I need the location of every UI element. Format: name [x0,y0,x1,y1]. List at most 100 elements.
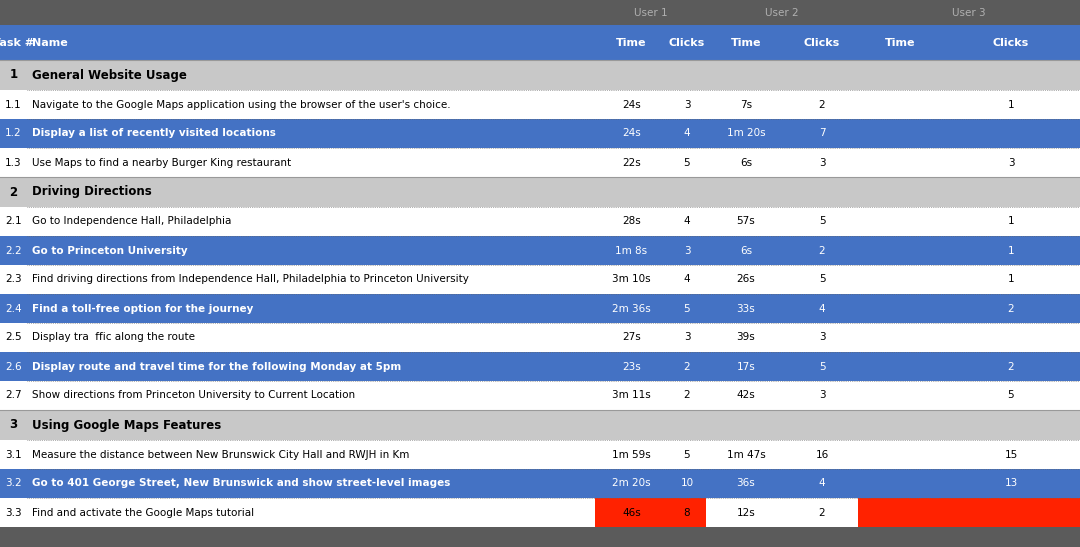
Text: Go to 401 George Street, New Brunswick and show street-level images: Go to 401 George Street, New Brunswick a… [32,479,450,488]
Text: 12s: 12s [737,508,755,517]
Text: 2m 20s: 2m 20s [612,479,651,488]
Text: 17s: 17s [737,362,755,371]
Bar [595,498,669,527]
Text: 3m 11s: 3m 11s [612,391,651,400]
Text: Task #: Task # [0,38,35,48]
Bar [0,25,1080,60]
Text: 2: 2 [10,185,17,199]
Text: 13: 13 [1004,479,1017,488]
Text: 23s: 23s [622,362,640,371]
Text: Go to Princeton University: Go to Princeton University [32,246,188,255]
Text: Show directions from Princeton University to Current Location: Show directions from Princeton Universit… [32,391,355,400]
Bar [0,0,1080,25]
Text: Name: Name [32,38,68,48]
Bar [858,498,942,527]
Bar [669,498,706,527]
Text: 3.3: 3.3 [5,508,22,517]
Text: Time: Time [885,38,915,48]
Text: Time: Time [617,38,647,48]
Bar [0,119,1080,148]
Text: 33s: 33s [737,304,755,313]
Text: 5: 5 [684,304,690,313]
Text: 3: 3 [684,100,690,109]
Text: 1: 1 [1008,100,1014,109]
Text: User 1: User 1 [634,8,667,18]
Text: 4: 4 [684,275,690,284]
Text: 3: 3 [819,391,825,400]
Bar [0,410,1080,440]
Text: 2.6: 2.6 [5,362,22,371]
Text: 2.5: 2.5 [5,333,22,342]
Text: 28s: 28s [622,217,640,226]
Bar [0,90,1080,119]
Text: 1.1: 1.1 [5,100,22,109]
Bar [0,236,1080,265]
Text: 7s: 7s [740,100,752,109]
Text: User 3: User 3 [953,8,986,18]
Text: 2: 2 [684,391,690,400]
Text: 24s: 24s [622,129,640,138]
Text: 4: 4 [684,217,690,226]
Text: Display tra  ffic along the route: Display tra ffic along the route [32,333,195,342]
Bar [0,323,1080,352]
Text: 26s: 26s [737,275,755,284]
Text: 3: 3 [10,418,17,432]
Text: Using Google Maps Features: Using Google Maps Features [32,418,221,432]
Text: 1: 1 [1008,217,1014,226]
Text: 2: 2 [1008,362,1014,371]
Text: 16: 16 [815,450,828,459]
Bar [0,352,1080,381]
Text: 24s: 24s [622,100,640,109]
Text: 3: 3 [684,246,690,255]
Text: Clicks: Clicks [993,38,1029,48]
Bar [942,498,1080,527]
Text: 6s: 6s [740,246,752,255]
Text: 2.7: 2.7 [5,391,22,400]
Text: 2: 2 [819,100,825,109]
Text: General Website Usage: General Website Usage [32,68,187,82]
Text: 27s: 27s [622,333,640,342]
Text: 1m 47s: 1m 47s [727,450,766,459]
Text: User 2: User 2 [766,8,799,18]
Text: 3: 3 [819,158,825,167]
Text: 2: 2 [1008,304,1014,313]
Text: 1.3: 1.3 [5,158,22,167]
Text: 1m 8s: 1m 8s [616,246,648,255]
Text: Find a toll-free option for the journey: Find a toll-free option for the journey [32,304,254,313]
Text: 5: 5 [684,450,690,459]
Text: 2.2: 2.2 [5,246,22,255]
Text: Navigate to the Google Maps application using the browser of the user's choice.: Navigate to the Google Maps application … [32,100,450,109]
Text: 1: 1 [1008,246,1014,255]
Text: 3.2: 3.2 [5,479,22,488]
Text: 3: 3 [684,333,690,342]
Text: 2.1: 2.1 [5,217,22,226]
Text: 36s: 36s [737,479,755,488]
Text: 7: 7 [819,129,825,138]
Bar [0,148,1080,177]
Text: Use Maps to find a nearby Burger King restaurant: Use Maps to find a nearby Burger King re… [32,158,292,167]
Text: 3: 3 [1008,158,1014,167]
Text: 1m 59s: 1m 59s [612,450,651,459]
Bar [0,265,1080,294]
Bar [0,440,1080,469]
Text: 5: 5 [684,158,690,167]
Bar [0,177,1080,207]
Text: 15: 15 [1004,450,1017,459]
Text: 8: 8 [684,508,690,517]
Text: Measure the distance between New Brunswick City Hall and RWJH in Km: Measure the distance between New Brunswi… [32,450,409,459]
Text: 2: 2 [819,246,825,255]
Text: Find driving directions from Independence Hall, Philadelphia to Princeton Univer: Find driving directions from Independenc… [32,275,469,284]
Text: 5: 5 [1008,391,1014,400]
Text: 1: 1 [1008,275,1014,284]
Text: 2: 2 [684,362,690,371]
Text: 3m 10s: 3m 10s [612,275,651,284]
Text: 39s: 39s [737,333,755,342]
Text: 46s: 46s [622,508,640,517]
Text: Clicks: Clicks [804,38,840,48]
Text: 1.2: 1.2 [5,129,22,138]
Text: 2.3: 2.3 [5,275,22,284]
Text: 5: 5 [819,275,825,284]
Text: 2m 36s: 2m 36s [612,304,651,313]
Text: 10: 10 [680,479,693,488]
Bar [0,207,1080,236]
